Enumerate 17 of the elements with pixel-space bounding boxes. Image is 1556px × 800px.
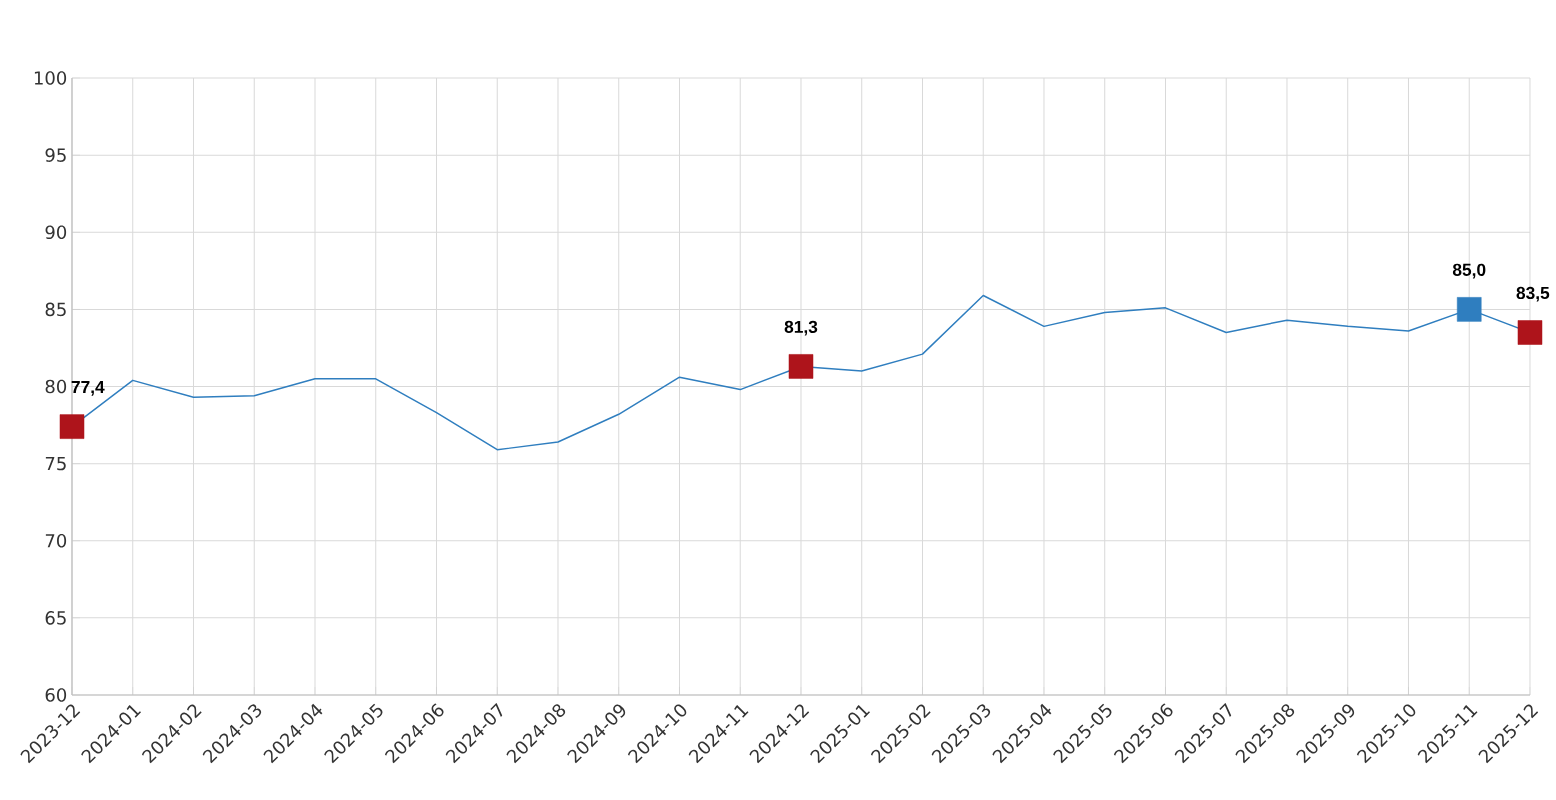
y-tick-label: 100 xyxy=(34,71,67,85)
point xyxy=(1517,320,1543,345)
y-tick-label: 65 xyxy=(45,611,66,625)
y-tick-label: 80 xyxy=(45,379,67,394)
data-label: 83,5 xyxy=(1516,286,1550,302)
y-tick-label: 95 xyxy=(45,148,66,162)
data-label: 77,4 xyxy=(71,381,105,396)
data-label: 81,3 xyxy=(784,320,818,336)
point xyxy=(59,414,85,439)
point xyxy=(1456,297,1482,322)
y-tick-label: 70 xyxy=(45,533,67,548)
data-label: 85,0 xyxy=(1452,263,1486,279)
y-tick-label: 90 xyxy=(45,225,67,240)
point xyxy=(788,354,814,379)
y-tick-label: 60 xyxy=(45,688,67,702)
y-tick-label: 85 xyxy=(45,302,66,317)
y-tick-label: 75 xyxy=(45,456,66,471)
